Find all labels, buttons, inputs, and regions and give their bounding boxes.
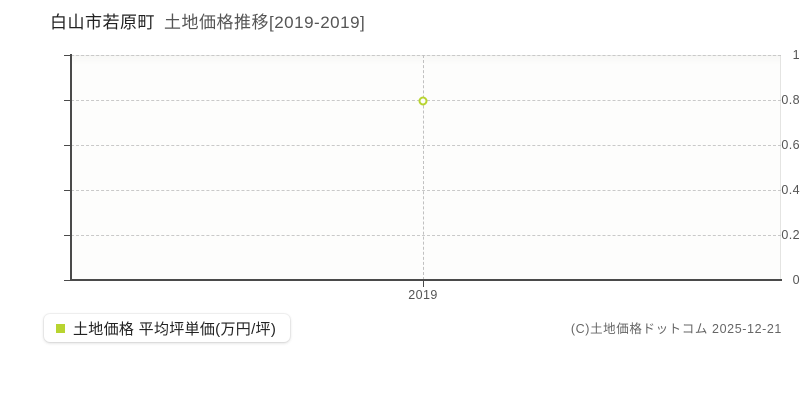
y-tick-label-1.0: 1 [792, 48, 800, 62]
gridline-x-2019 [423, 55, 424, 280]
y-axis-line [70, 54, 72, 281]
chart-title-subtitle: 土地価格推移[2019-2019] [164, 13, 366, 32]
gridline-y-0.6 [71, 145, 781, 146]
y-tick-mark-0 [64, 280, 71, 281]
plot-right-border [780, 55, 781, 280]
x-axis-line [70, 279, 782, 281]
y-tick-mark-0.4 [64, 190, 71, 191]
y-tick-label-0.6: 0.6 [781, 138, 800, 152]
y-tick-label-0.8: 0.8 [781, 93, 800, 107]
gridline-y-0.4 [71, 190, 781, 191]
gridline-y-0.2 [71, 235, 781, 236]
y-tick-mark-0.8 [64, 100, 71, 101]
x-tick-label-2019: 2019 [408, 288, 438, 302]
chart-title: 白山市若原町 土地価格推移[2019-2019] [50, 8, 365, 33]
y-tick-mark-0.2 [64, 235, 71, 236]
legend-label: 土地価格 平均坪単価(万円/坪) [73, 320, 277, 338]
copyright-credit: (C)土地価格ドットコム 2025-12-21 [570, 322, 782, 336]
y-tick-label-0.2: 0.2 [781, 228, 800, 242]
chart-title-region: 白山市若原町 [50, 13, 155, 32]
y-tick-mark-1.0 [64, 55, 71, 56]
legend[interactable]: 土地価格 平均坪単価(万円/坪) [44, 314, 291, 342]
y-tick-label-0: 0 [792, 273, 800, 287]
x-tick-mark-2019 [423, 281, 424, 287]
legend-swatch-icon [56, 323, 65, 333]
plot-area [71, 55, 781, 280]
y-tick-label-0.4: 0.4 [781, 183, 800, 197]
gridline-y-1.0 [71, 55, 781, 56]
y-tick-mark-0.6 [64, 145, 71, 146]
data-point-2019[interactable] [418, 96, 428, 106]
